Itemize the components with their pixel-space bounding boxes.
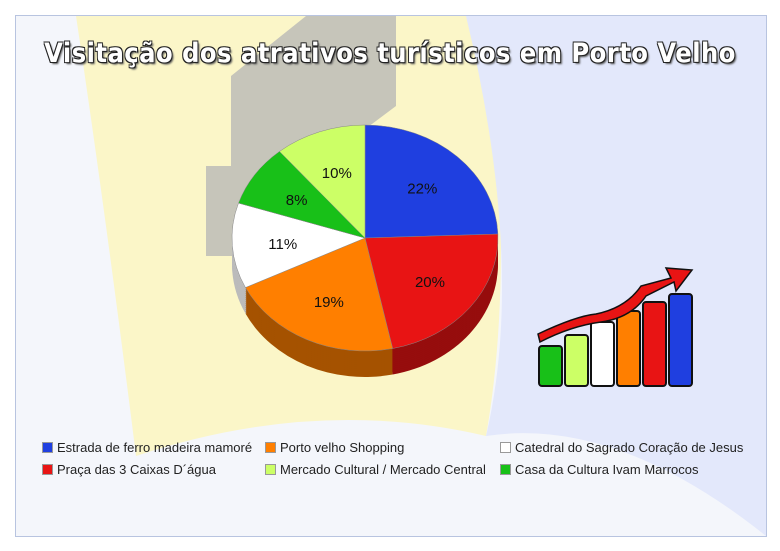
legend-item: Estrada de ferro madeira mamoré [42, 440, 252, 455]
legend-label: Estrada de ferro madeira mamoré [57, 440, 253, 455]
growth-bars-icon [537, 267, 694, 387]
up-arrow-icon [537, 267, 694, 344]
legend-item: Mercado Cultural / Mercado Central [265, 462, 486, 477]
deco-bar [538, 345, 563, 387]
pie-slice [364, 124, 499, 239]
legend-item: Catedral do Sagrado Coração de Jesus [500, 440, 743, 455]
legend-label: Catedral do Sagrado Coração de Jesus [515, 440, 744, 455]
legend-item: Casa da Cultura Ivam Marrocos [500, 462, 699, 477]
legend-swatch [42, 442, 53, 453]
legend-label: Mercado Cultural / Mercado Central [280, 462, 486, 477]
pie-slice [364, 233, 499, 349]
legend-swatch [265, 464, 276, 475]
legend-label: Casa da Cultura Ivam Marrocos [515, 462, 699, 477]
data-label: 19% [314, 294, 344, 311]
legend-swatch [42, 464, 53, 475]
data-label: 10% [322, 165, 352, 182]
data-label: 8% [286, 192, 308, 209]
legend-item: Porto velho Shopping [265, 440, 404, 455]
legend-swatch [500, 464, 511, 475]
chart-title: Visitação dos atrativos turísticos em Po… [44, 38, 736, 69]
legend-swatch [500, 442, 511, 453]
data-label: 20% [415, 274, 445, 291]
blue-panel [466, 16, 766, 536]
deco-bar [564, 334, 589, 387]
legend-swatch [265, 442, 276, 453]
legend-item: Praça das 3 Caixas D´água [42, 462, 216, 477]
pie-slice [231, 202, 366, 288]
legend-label: Praça das 3 Caixas D´água [57, 462, 216, 477]
legend-label: Porto velho Shopping [280, 440, 405, 455]
deco-bar [642, 301, 667, 387]
data-label: 22% [407, 181, 437, 198]
pie-slice [279, 124, 366, 239]
pie-slice [245, 237, 393, 352]
deco-bar [668, 293, 693, 387]
data-label: 11% [268, 236, 297, 253]
